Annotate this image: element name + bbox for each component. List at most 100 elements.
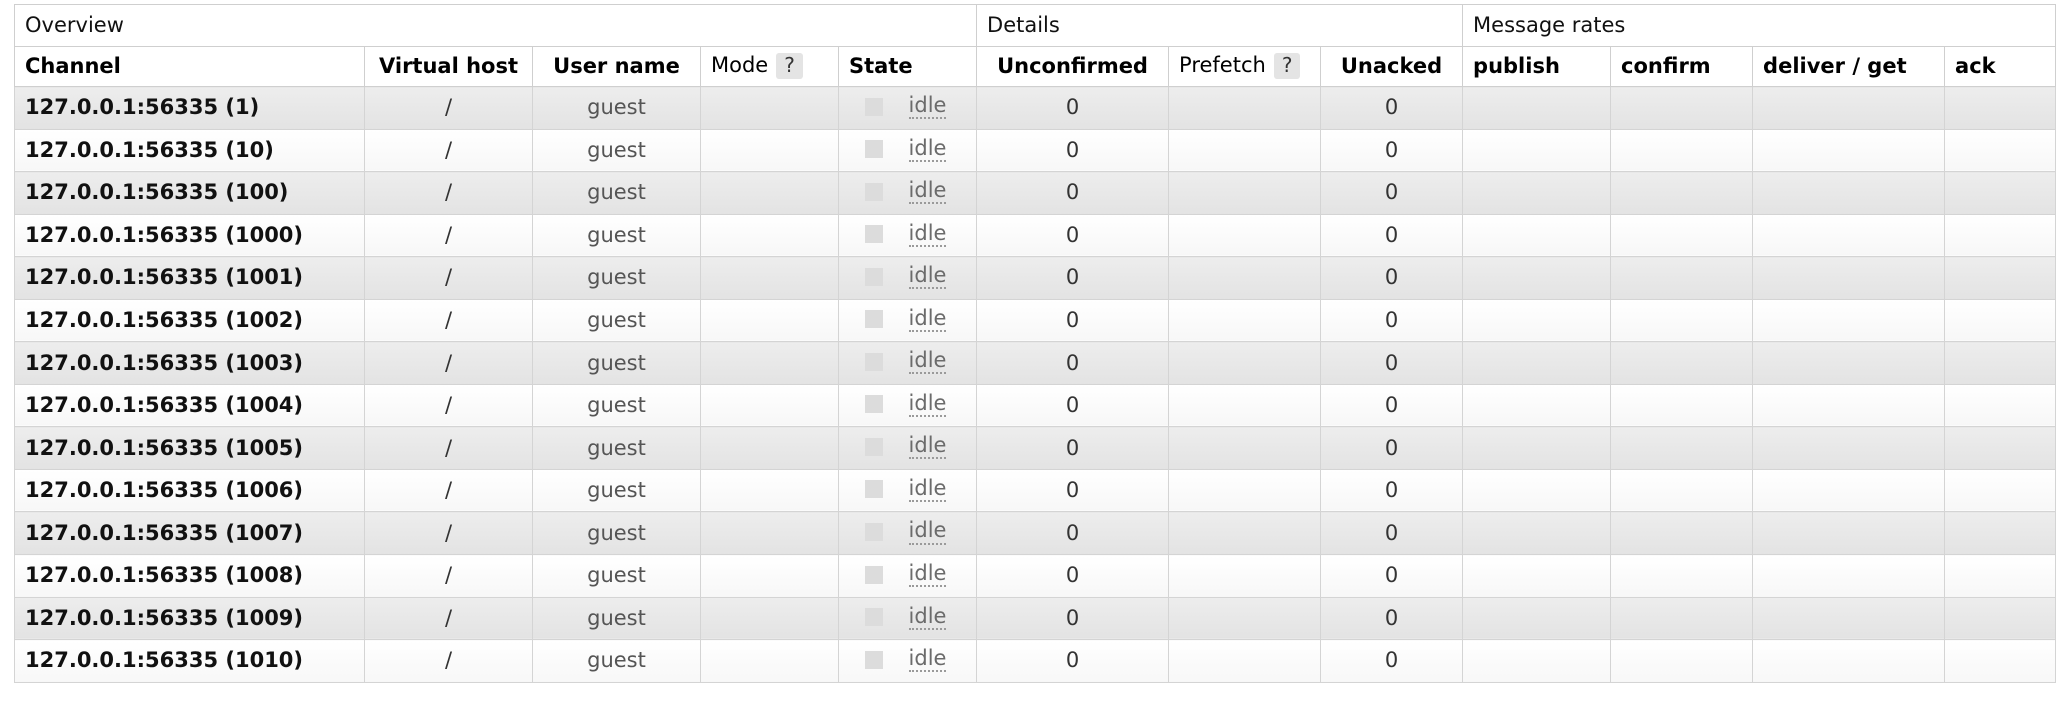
- cell-confirm-rate: [1610, 256, 1754, 300]
- column-header-unacked[interactable]: Unacked: [1320, 46, 1464, 87]
- state-swatch-icon: [864, 267, 883, 286]
- cell-ack-rate: [1944, 86, 2057, 130]
- state-label[interactable]: idle: [908, 561, 947, 588]
- state-swatch-icon: [864, 225, 883, 244]
- column-header-virtual-host-label: Virtual host: [378, 54, 519, 78]
- cell-virtual-host: /: [364, 596, 533, 641]
- column-header-unconfirmed[interactable]: Unconfirmed: [976, 46, 1170, 87]
- column-header-mode[interactable]: Mode?: [700, 46, 839, 87]
- table-row[interactable]: 127.0.0.1:56335 (1000) / guest idle 0 0: [14, 213, 2057, 258]
- column-header-deliver-get-label: deliver / get: [1763, 54, 1907, 78]
- cell-channel-name[interactable]: 127.0.0.1:56335 (1008): [14, 554, 365, 598]
- cell-unacked: 0: [1320, 341, 1464, 385]
- state-label[interactable]: idle: [908, 93, 947, 120]
- state-swatch-icon: [864, 650, 883, 669]
- table-row[interactable]: 127.0.0.1:56335 (1001) / guest idle 0 0: [14, 256, 2057, 300]
- column-header-user-name[interactable]: User name: [532, 46, 701, 87]
- table-row[interactable]: 127.0.0.1:56335 (1) / guest idle 0 0: [14, 86, 2057, 130]
- cell-channel-name[interactable]: 127.0.0.1:56335 (1003): [14, 341, 365, 385]
- prefetch-help-icon[interactable]: ?: [1273, 53, 1301, 79]
- state-label[interactable]: idle: [908, 136, 947, 162]
- cell-virtual-host: /: [364, 128, 533, 173]
- cell-unconfirmed: 0: [976, 256, 1170, 300]
- state-label[interactable]: idle: [908, 391, 947, 417]
- state-label[interactable]: idle: [908, 264, 947, 290]
- cell-virtual-host: /: [364, 383, 533, 428]
- mode-help-icon[interactable]: ?: [776, 53, 803, 79]
- table-row[interactable]: 127.0.0.1:56335 (10) / guest idle 0 0: [14, 128, 2057, 173]
- cell-publish-rate: [1462, 256, 1612, 300]
- column-header-state[interactable]: State: [837, 46, 978, 87]
- state-label[interactable]: idle: [908, 604, 947, 630]
- cell-channel-name[interactable]: 127.0.0.1:56335 (1010): [14, 639, 365, 683]
- column-header-ack[interactable]: ack: [1944, 46, 2057, 87]
- cell-unconfirmed: 0: [976, 298, 1170, 343]
- cell-deliver-get-rate: [1752, 86, 1946, 130]
- cell-channel-name[interactable]: 127.0.0.1:56335 (10): [14, 128, 365, 173]
- cell-unconfirmed: 0: [976, 383, 1170, 428]
- cell-channel-name[interactable]: 127.0.0.1:56335 (1000): [14, 213, 365, 258]
- column-header-row: Channel Virtual host User name Mode? Sta…: [14, 46, 2057, 87]
- cell-channel-name[interactable]: 127.0.0.1:56335 (1009): [14, 596, 365, 641]
- state-swatch-icon: [864, 480, 883, 499]
- cell-channel-name[interactable]: 127.0.0.1:56335 (1005): [14, 426, 365, 470]
- column-header-virtual-host[interactable]: Virtual host: [364, 46, 533, 87]
- state-label[interactable]: idle: [908, 179, 947, 205]
- cell-user-name: guest: [532, 426, 701, 470]
- column-header-confirm-label: confirm: [1621, 54, 1711, 78]
- table-row[interactable]: 127.0.0.1:56335 (1007) / guest idle 0 0: [14, 511, 2057, 556]
- cell-state: idle: [837, 596, 978, 641]
- state-label[interactable]: idle: [908, 647, 947, 673]
- cell-unconfirmed: 0: [976, 341, 1170, 385]
- cell-publish-rate: [1462, 341, 1612, 385]
- column-header-state-label: State: [849, 54, 913, 78]
- table-row[interactable]: 127.0.0.1:56335 (1010) / guest idle 0 0: [14, 639, 2057, 683]
- table-row[interactable]: 127.0.0.1:56335 (1003) / guest idle 0 0: [14, 341, 2057, 385]
- table-row[interactable]: 127.0.0.1:56335 (1006) / guest idle 0 0: [14, 468, 2057, 513]
- cell-ack-rate: [1944, 596, 2057, 641]
- state-label[interactable]: idle: [908, 306, 947, 332]
- cell-prefetch: [1168, 383, 1322, 428]
- table-row[interactable]: 127.0.0.1:56335 (1005) / guest idle 0 0: [14, 426, 2057, 470]
- cell-unacked: 0: [1320, 426, 1464, 470]
- cell-user-name: guest: [532, 128, 701, 173]
- cell-mode: [700, 596, 839, 641]
- cell-channel-name[interactable]: 127.0.0.1:56335 (1006): [14, 468, 365, 513]
- table-row[interactable]: 127.0.0.1:56335 (1008) / guest idle 0 0: [14, 554, 2057, 598]
- cell-virtual-host: /: [364, 256, 533, 300]
- table-row[interactable]: 127.0.0.1:56335 (1004) / guest idle 0 0: [14, 383, 2057, 428]
- cell-mode: [700, 639, 839, 683]
- state-label[interactable]: idle: [908, 519, 947, 545]
- state-swatch-icon: [864, 310, 883, 329]
- cell-user-name: guest: [532, 554, 701, 598]
- group-header-details: Details: [976, 4, 1464, 47]
- cell-state: idle: [837, 341, 978, 385]
- table-row[interactable]: 127.0.0.1:56335 (1009) / guest idle 0 0: [14, 596, 2057, 641]
- column-header-channel[interactable]: Channel: [14, 46, 365, 87]
- state-label[interactable]: idle: [908, 476, 947, 503]
- cell-channel-name[interactable]: 127.0.0.1:56335 (1007): [14, 511, 365, 556]
- state-label[interactable]: idle: [908, 221, 947, 247]
- column-header-confirm[interactable]: confirm: [1610, 46, 1754, 87]
- column-header-deliver-get[interactable]: deliver / get: [1752, 46, 1946, 87]
- cell-publish-rate: [1462, 171, 1612, 215]
- cell-publish-rate: [1462, 511, 1612, 556]
- cell-ack-rate: [1944, 468, 2057, 513]
- cell-mode: [700, 86, 839, 130]
- cell-publish-rate: [1462, 383, 1612, 428]
- cell-prefetch: [1168, 511, 1322, 556]
- cell-channel-name[interactable]: 127.0.0.1:56335 (1002): [14, 298, 365, 343]
- column-header-publish[interactable]: publish: [1462, 46, 1612, 87]
- cell-channel-name[interactable]: 127.0.0.1:56335 (1): [14, 86, 365, 130]
- cell-channel-name[interactable]: 127.0.0.1:56335 (1004): [14, 383, 365, 428]
- cell-prefetch: [1168, 468, 1322, 513]
- state-label[interactable]: idle: [908, 349, 947, 375]
- table-row[interactable]: 127.0.0.1:56335 (1002) / guest idle 0 0: [14, 298, 2057, 343]
- cell-state: idle: [837, 639, 978, 683]
- column-header-prefetch[interactable]: Prefetch?: [1168, 46, 1322, 87]
- cell-channel-name[interactable]: 127.0.0.1:56335 (1001): [14, 256, 365, 300]
- state-label[interactable]: idle: [908, 434, 947, 460]
- table-row[interactable]: 127.0.0.1:56335 (100) / guest idle 0 0: [14, 171, 2057, 215]
- cell-unacked: 0: [1320, 511, 1464, 556]
- cell-channel-name[interactable]: 127.0.0.1:56335 (100): [14, 171, 365, 215]
